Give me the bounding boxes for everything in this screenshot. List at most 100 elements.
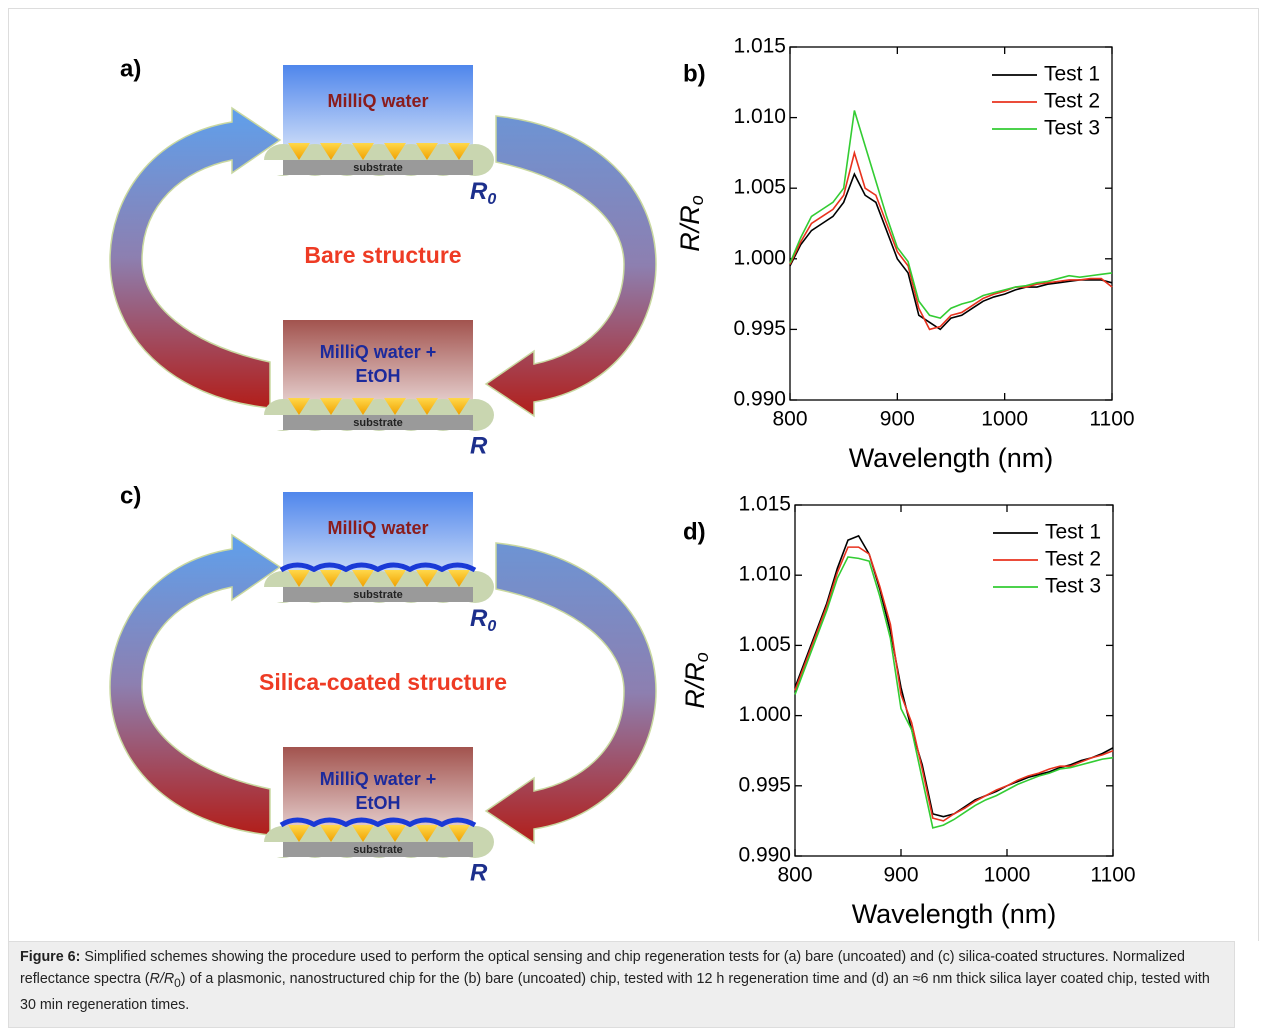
caption-label: Figure 6: bbox=[20, 949, 81, 965]
caption-subscript: 0 bbox=[174, 975, 181, 990]
y-axis-label-sub: o bbox=[692, 652, 712, 662]
legend-label: Test 3 bbox=[1045, 575, 1101, 598]
nanopyramid bbox=[320, 143, 342, 160]
y-tick-label: 1.010 bbox=[733, 105, 786, 128]
data-line bbox=[789, 149, 1113, 331]
y-tick-label: 1.015 bbox=[733, 35, 786, 58]
substrate-label: substrate bbox=[353, 162, 403, 174]
chart: b) 0.990 0.995 1.000 1.005 1.010 1.015 800 900 10… bbox=[675, 35, 1134, 474]
legend-label: Test 2 bbox=[1045, 548, 1101, 571]
center-label: Silica-coated structure bbox=[259, 669, 507, 695]
symbol-main: R bbox=[470, 605, 488, 632]
y-tick-label: 0.995 bbox=[738, 773, 791, 796]
cycle-arrow bbox=[109, 533, 282, 836]
medium-label: EtOH bbox=[356, 793, 401, 813]
clip-cover bbox=[263, 415, 283, 430]
x-tick-label: 1100 bbox=[1090, 864, 1135, 887]
figure-frame bbox=[8, 8, 1259, 941]
nanopyramid bbox=[352, 398, 374, 415]
y-tick-label: 1.005 bbox=[738, 633, 791, 656]
medium-label: MilliQ water + bbox=[320, 769, 437, 789]
clip-cover bbox=[263, 842, 283, 857]
nanopyramid bbox=[448, 143, 470, 160]
symbol: R bbox=[470, 859, 488, 886]
caption-symbol: R/R bbox=[149, 971, 175, 987]
substrate bbox=[283, 842, 473, 857]
nanopyramid bbox=[448, 570, 470, 587]
y-tick-label: 1.015 bbox=[738, 493, 791, 516]
plot-frame bbox=[789, 46, 1113, 401]
y-tick-label: 1.000 bbox=[738, 703, 791, 726]
cycle-arrow bbox=[484, 542, 657, 845]
cycle-arrow bbox=[484, 115, 657, 418]
cycle-arrow bbox=[109, 106, 282, 409]
nanopyramid bbox=[320, 570, 342, 587]
nanopyramid bbox=[416, 570, 438, 587]
y-axis-label-sub: o bbox=[687, 195, 707, 205]
symbol: R0 bbox=[470, 178, 496, 208]
nanopyramid bbox=[352, 570, 374, 587]
legend-label: Test 1 bbox=[1045, 521, 1101, 544]
medium-label: MilliQ water bbox=[327, 518, 428, 538]
nanopyramid bbox=[384, 143, 406, 160]
x-tick-label: 1100 bbox=[1089, 408, 1134, 431]
symbol-sub: 0 bbox=[487, 191, 496, 208]
panel-label: b) bbox=[683, 60, 706, 87]
nanopyramid bbox=[448, 398, 470, 415]
x-axis-label: Wavelength (nm) bbox=[852, 899, 1057, 929]
y-tick-label: 1.000 bbox=[733, 246, 786, 269]
substrate-label: substrate bbox=[353, 589, 403, 601]
nanopyramid bbox=[352, 143, 374, 160]
y-tick-label: 1.005 bbox=[733, 176, 786, 199]
x-tick-label: 800 bbox=[777, 864, 812, 887]
nanopyramid bbox=[352, 825, 374, 842]
nanopyramid bbox=[384, 398, 406, 415]
nanopyramid bbox=[416, 825, 438, 842]
y-axis-label-main: R/R bbox=[680, 662, 710, 709]
medium-label: MilliQ water bbox=[327, 91, 428, 111]
nanopyramid bbox=[384, 570, 406, 587]
silica-layer bbox=[279, 817, 477, 828]
x-tick-label: 900 bbox=[883, 864, 918, 887]
medium-label: MilliQ water + bbox=[320, 342, 437, 362]
center-label: Bare structure bbox=[304, 242, 461, 268]
nanopyramid bbox=[288, 570, 310, 587]
scheme: c) substrate MilliQ water R0 Silica-coated s… bbox=[109, 482, 657, 886]
substrate bbox=[283, 160, 473, 175]
substrate-label: substrate bbox=[353, 417, 403, 429]
silica-layer bbox=[279, 562, 477, 573]
y-axis-label: R/Ro bbox=[680, 652, 712, 709]
x-axis-label: Wavelength (nm) bbox=[849, 443, 1054, 473]
medium-label: EtOH bbox=[356, 366, 401, 386]
panel-label: d) bbox=[683, 518, 706, 545]
legend-label: Test 3 bbox=[1044, 117, 1100, 140]
nanopyramid bbox=[448, 825, 470, 842]
y-tick-label: 0.995 bbox=[733, 317, 786, 340]
nanopyramid bbox=[288, 825, 310, 842]
data-line bbox=[789, 172, 1113, 331]
legend-label: Test 1 bbox=[1044, 63, 1100, 86]
nanopyramid bbox=[288, 398, 310, 415]
caption-text: Simplified schemes showing the procedure… bbox=[20, 949, 1185, 987]
y-axis-label: R/Ro bbox=[675, 195, 707, 252]
substrate bbox=[283, 415, 473, 430]
y-tick-label: 0.990 bbox=[738, 844, 791, 867]
panel-label: c) bbox=[120, 482, 141, 509]
data-line bbox=[794, 546, 1114, 822]
x-tick-label: 1000 bbox=[981, 408, 1028, 431]
symbol: R bbox=[470, 432, 488, 459]
symbol-main: R bbox=[470, 178, 488, 205]
plot-frame bbox=[794, 504, 1114, 857]
legend-label: Test 2 bbox=[1044, 90, 1100, 113]
y-axis-label-main: R/R bbox=[675, 205, 705, 252]
panel-label: a) bbox=[120, 55, 141, 82]
symbol: R0 bbox=[470, 605, 496, 635]
y-tick-label: 0.990 bbox=[733, 388, 786, 411]
data-line bbox=[789, 110, 1113, 319]
nanopyramid bbox=[416, 398, 438, 415]
nanopyramid bbox=[320, 825, 342, 842]
nanopyramid bbox=[384, 825, 406, 842]
substrate bbox=[283, 587, 473, 602]
x-tick-label: 900 bbox=[880, 408, 915, 431]
